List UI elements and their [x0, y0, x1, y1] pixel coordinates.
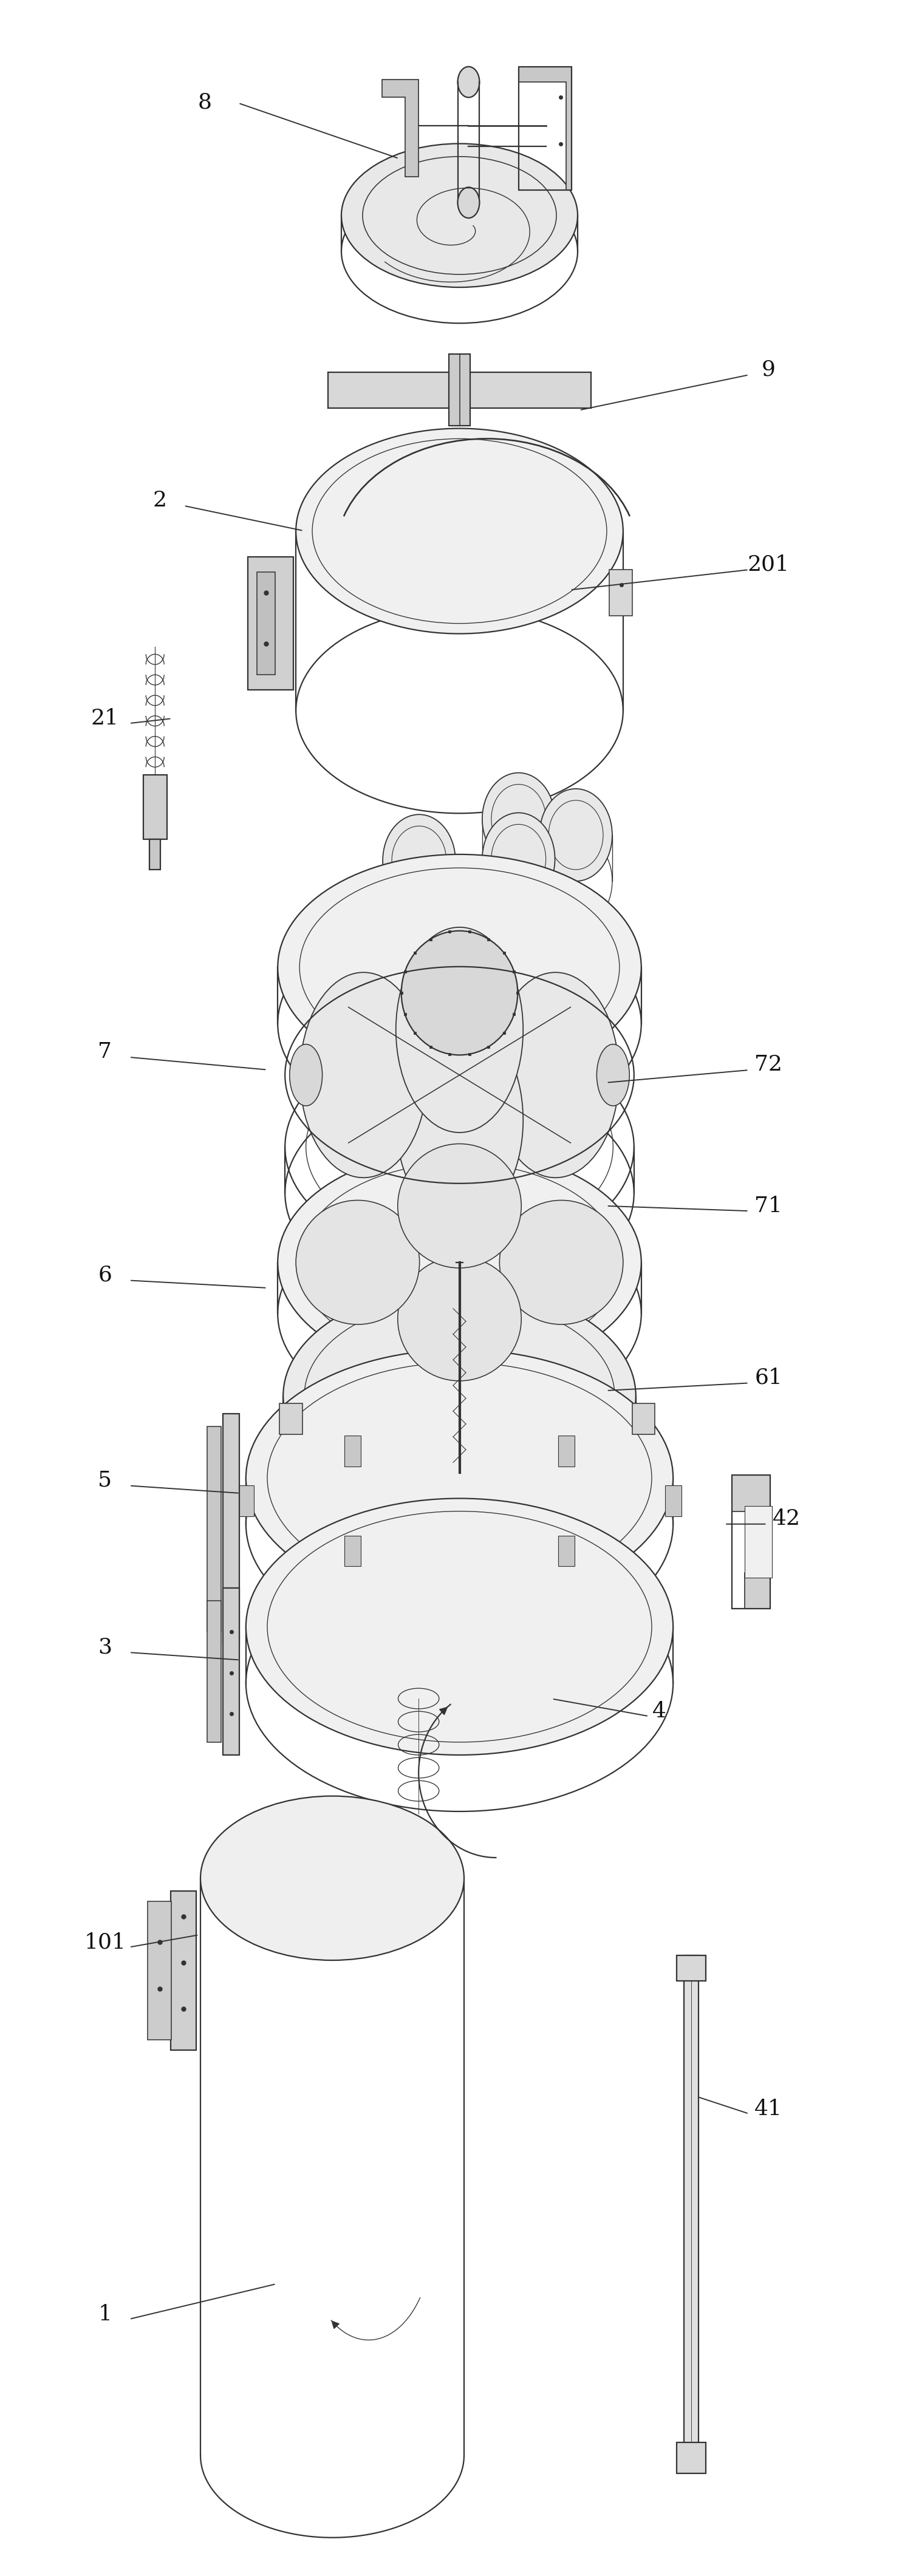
Bar: [279, 1404, 302, 1435]
Ellipse shape: [492, 971, 619, 1177]
Bar: [518, 67, 572, 191]
Polygon shape: [382, 80, 418, 178]
Bar: [256, 572, 275, 675]
Ellipse shape: [296, 1200, 419, 1324]
Bar: [207, 1602, 221, 1741]
Ellipse shape: [278, 855, 641, 1079]
Bar: [558, 1535, 574, 1566]
Bar: [345, 1435, 361, 1466]
Bar: [248, 556, 293, 690]
Bar: [150, 840, 161, 871]
Bar: [676, 2442, 706, 2473]
Ellipse shape: [341, 144, 578, 289]
Text: 201: 201: [747, 554, 789, 574]
Ellipse shape: [482, 814, 555, 904]
Ellipse shape: [482, 773, 555, 866]
Ellipse shape: [458, 188, 480, 219]
Text: 42: 42: [773, 1510, 800, 1530]
Text: 6: 6: [98, 1265, 112, 1285]
Text: 41: 41: [754, 2099, 782, 2120]
Ellipse shape: [300, 971, 427, 1177]
Ellipse shape: [278, 1149, 641, 1376]
Ellipse shape: [296, 428, 623, 634]
Text: 71: 71: [754, 1195, 782, 1216]
Bar: [745, 1507, 772, 1579]
Ellipse shape: [396, 927, 523, 1133]
Text: 9: 9: [762, 358, 776, 379]
Ellipse shape: [596, 1043, 630, 1105]
Bar: [148, 1901, 171, 2040]
Ellipse shape: [283, 1285, 636, 1504]
Text: 2: 2: [153, 489, 166, 510]
Ellipse shape: [200, 1795, 464, 1960]
Text: 61: 61: [754, 1368, 782, 1388]
Bar: [207, 1427, 221, 1631]
Bar: [676, 1955, 706, 1981]
Ellipse shape: [500, 1200, 623, 1324]
Text: 3: 3: [98, 1636, 112, 1656]
Bar: [238, 1486, 254, 1517]
Bar: [143, 775, 167, 840]
Ellipse shape: [458, 67, 480, 98]
Bar: [609, 569, 632, 616]
Bar: [448, 353, 471, 425]
Text: 21: 21: [91, 708, 119, 729]
Text: 8: 8: [198, 93, 212, 113]
Ellipse shape: [402, 930, 517, 1056]
Bar: [684, 1955, 698, 2468]
Bar: [223, 1589, 240, 1754]
Polygon shape: [518, 67, 572, 191]
Bar: [558, 1435, 574, 1466]
Bar: [223, 1414, 240, 1643]
Bar: [632, 1404, 655, 1435]
Text: 101: 101: [84, 1932, 126, 1953]
Ellipse shape: [246, 1499, 673, 1754]
Text: 4: 4: [652, 1700, 666, 1721]
Bar: [665, 1486, 681, 1517]
Bar: [171, 1891, 196, 2050]
Ellipse shape: [382, 814, 456, 907]
Bar: [732, 1476, 770, 1610]
Text: 72: 72: [754, 1054, 782, 1074]
Text: 5: 5: [98, 1471, 112, 1492]
Bar: [345, 1535, 361, 1566]
Ellipse shape: [246, 1350, 673, 1607]
Polygon shape: [732, 1476, 770, 1610]
Ellipse shape: [539, 788, 612, 881]
Polygon shape: [328, 371, 591, 407]
Ellipse shape: [398, 1144, 521, 1267]
Text: 1: 1: [98, 2303, 112, 2324]
Ellipse shape: [398, 1257, 521, 1381]
Ellipse shape: [289, 1043, 323, 1105]
Ellipse shape: [396, 1018, 523, 1224]
Text: 7: 7: [98, 1041, 112, 1061]
